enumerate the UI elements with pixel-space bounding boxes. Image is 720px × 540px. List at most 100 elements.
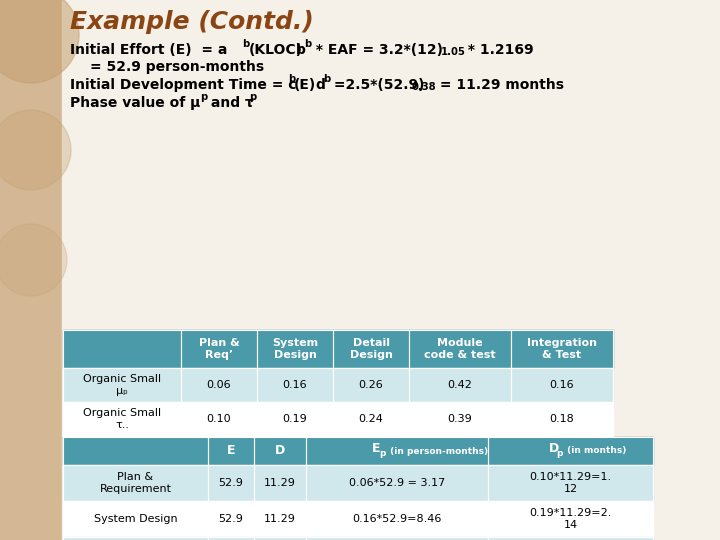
Bar	[257, 368, 333, 402]
Bar	[181, 330, 257, 368]
Bar	[306, 465, 488, 501]
Text: Organic Small
μₚ: Organic Small μₚ	[83, 374, 161, 396]
Bar	[409, 368, 511, 402]
Text: D: D	[275, 444, 285, 457]
Bar	[63, 402, 181, 436]
Text: Plan &
Req’: Plan & Req’	[199, 338, 239, 360]
Text: = 52.9 person-months: = 52.9 person-months	[90, 60, 264, 74]
Bar	[257, 330, 333, 368]
Text: Plan &
Requirement: Plan & Requirement	[99, 472, 171, 494]
Bar	[63, 437, 208, 465]
Bar	[63, 537, 208, 540]
Bar	[63, 465, 208, 501]
Text: (in person-months): (in person-months)	[387, 447, 488, 456]
Bar	[488, 465, 653, 501]
Bar	[333, 368, 409, 402]
Bar	[409, 330, 511, 368]
Text: 11.29: 11.29	[264, 478, 296, 488]
Text: E: E	[372, 442, 380, 456]
Text: 0.16: 0.16	[283, 380, 307, 390]
Text: b: b	[242, 39, 249, 49]
Text: 0.19*11.29=2.
14: 0.19*11.29=2. 14	[529, 508, 612, 530]
Bar	[254, 501, 306, 537]
Bar	[208, 501, 254, 537]
Bar	[63, 501, 208, 537]
Text: Detail
Design: Detail Design	[350, 338, 392, 360]
Bar	[63, 465, 208, 501]
Text: b: b	[296, 43, 306, 57]
Bar	[181, 330, 257, 368]
Bar	[254, 537, 306, 540]
Bar	[511, 402, 613, 436]
Bar	[306, 501, 488, 537]
Bar	[511, 330, 613, 368]
Bar	[181, 368, 257, 402]
Bar	[488, 501, 653, 537]
Bar	[208, 501, 254, 537]
Text: 0.10: 0.10	[207, 414, 231, 424]
Circle shape	[0, 224, 67, 296]
Text: (E): (E)	[294, 78, 316, 92]
Text: 1.05: 1.05	[441, 47, 466, 57]
Bar	[63, 437, 208, 465]
Text: 52.9: 52.9	[219, 478, 243, 488]
Bar	[208, 537, 254, 540]
Text: Initial Effort (E)  = a: Initial Effort (E) = a	[70, 43, 228, 57]
Bar	[306, 501, 488, 537]
Text: 52.9: 52.9	[219, 514, 243, 524]
Bar	[181, 368, 257, 402]
Bar	[488, 437, 653, 465]
Bar	[409, 330, 511, 368]
Bar	[63, 330, 181, 368]
Bar	[511, 330, 613, 368]
Bar	[208, 537, 254, 540]
Bar	[208, 437, 254, 465]
Text: p: p	[200, 92, 207, 102]
Text: b: b	[323, 74, 330, 84]
Bar	[306, 465, 488, 501]
Bar	[208, 437, 254, 465]
Bar	[254, 501, 306, 537]
Bar	[511, 368, 613, 402]
Bar	[333, 330, 409, 368]
Text: 0.10*11.29=1.
12: 0.10*11.29=1. 12	[529, 472, 611, 494]
Text: 0.42: 0.42	[448, 380, 472, 390]
Text: E: E	[227, 444, 235, 457]
Bar	[208, 465, 254, 501]
Text: 0.18: 0.18	[549, 414, 575, 424]
Bar	[333, 402, 409, 436]
Text: * EAF = 3.2*(12): * EAF = 3.2*(12)	[311, 43, 443, 57]
Text: b: b	[288, 74, 295, 84]
Text: Initial Development Time = c: Initial Development Time = c	[70, 78, 297, 92]
Bar	[409, 402, 511, 436]
Bar	[63, 537, 208, 540]
Bar	[63, 402, 181, 436]
Bar	[63, 330, 181, 368]
Text: Phase value of μ: Phase value of μ	[70, 96, 200, 110]
Bar	[333, 368, 409, 402]
Bar	[254, 537, 306, 540]
Bar	[333, 402, 409, 436]
Bar	[254, 437, 306, 465]
Text: * 1.2169: * 1.2169	[463, 43, 534, 57]
Bar	[488, 537, 653, 540]
Text: System Design: System Design	[94, 514, 177, 524]
Text: p: p	[557, 449, 563, 457]
Text: b: b	[304, 39, 311, 49]
Bar	[63, 368, 181, 402]
Bar	[306, 537, 488, 540]
Bar	[511, 402, 613, 436]
Bar	[488, 501, 653, 537]
Bar	[257, 330, 333, 368]
Bar	[63, 501, 208, 537]
Text: Organic Small
τ..: Organic Small τ..	[83, 408, 161, 430]
Bar	[409, 402, 511, 436]
Text: (in months): (in months)	[564, 447, 627, 456]
Text: p: p	[379, 449, 385, 457]
Text: (KLOC): (KLOC)	[249, 43, 303, 57]
Bar	[0, 0, 62, 540]
Bar	[511, 368, 613, 402]
Bar	[306, 437, 488, 465]
Bar	[257, 368, 333, 402]
Text: 0.38: 0.38	[412, 82, 436, 92]
